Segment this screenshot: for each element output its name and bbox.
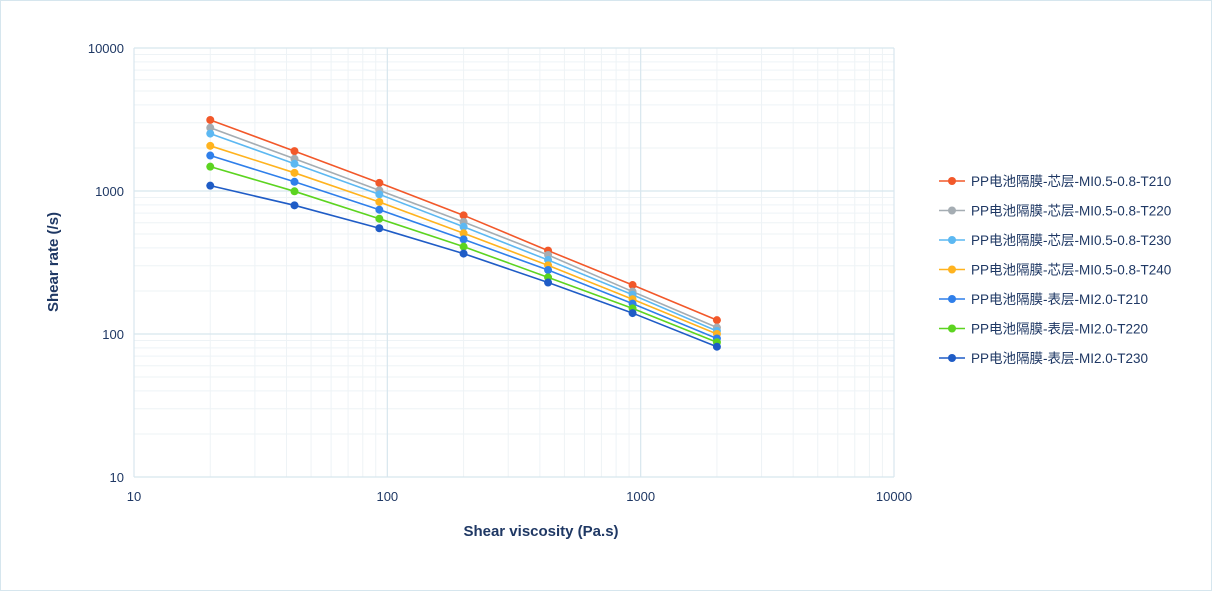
data-point: [290, 201, 299, 210]
data-point: [206, 151, 215, 160]
legend-marker: [948, 295, 956, 303]
data-point: [206, 181, 215, 190]
legend-item: PP电池隔膜-表层-MI2.0-T210: [939, 292, 1148, 307]
data-point: [290, 187, 299, 196]
y-tick-label: 10000: [88, 41, 124, 56]
data-point: [628, 309, 637, 318]
legend-marker: [948, 265, 956, 274]
legend-item: PP电池隔膜-芯层-MI0.5-0.8-T220: [939, 204, 1171, 219]
y-tick-label: 1000: [95, 184, 124, 199]
data-point: [544, 266, 553, 275]
data-point: [375, 205, 384, 214]
series-7: [206, 181, 721, 351]
y-tick-label: 10: [110, 470, 124, 485]
data-point: [459, 249, 468, 258]
x-tick-labels: 10 100 1000 10000: [127, 489, 912, 504]
x-tick-label: 10000: [876, 489, 912, 504]
legend-marker: [948, 354, 956, 362]
data-point: [206, 162, 215, 171]
legend-label: PP电池隔膜-芯层-MI0.5-0.8-T230: [971, 233, 1171, 248]
data-point: [712, 342, 721, 351]
legend-item: PP电池隔膜-芯层-MI0.5-0.8-T230: [939, 233, 1171, 248]
data-point: [206, 129, 215, 138]
data-point: [459, 235, 468, 244]
x-tick-label: 100: [376, 489, 398, 504]
grid: [133, 47, 895, 478]
series-lines: [206, 115, 721, 351]
data-point: [290, 168, 299, 177]
legend-label: PP电池隔膜-芯层-MI0.5-0.8-T240: [971, 263, 1171, 278]
x-tick-label: 10: [127, 489, 141, 504]
data-point: [459, 222, 468, 231]
data-point: [459, 211, 468, 220]
y-tick-label: 100: [102, 327, 124, 342]
y-tick-labels: 10 100 1000 10000: [88, 41, 124, 485]
legend-marker: [948, 324, 956, 333]
legend-item: PP电池隔膜-芯层-MI0.5-0.8-T240: [939, 263, 1171, 278]
data-point: [459, 242, 468, 251]
legend-label: PP电池隔膜-芯层-MI0.5-0.8-T210: [971, 174, 1171, 189]
data-point: [290, 177, 299, 186]
y-axis-title: Shear rate (/s): [45, 212, 62, 312]
legend-label: PP电池隔膜-表层-MI2.0-T220: [971, 322, 1148, 337]
data-point: [206, 123, 215, 132]
data-point: [628, 281, 637, 290]
data-point: [206, 141, 215, 150]
data-point: [206, 115, 215, 124]
legend-item: PP电池隔膜-表层-MI2.0-T230: [939, 351, 1148, 366]
legend-item: PP电池隔膜-芯层-MI0.5-0.8-T210: [939, 174, 1171, 189]
data-point: [375, 197, 384, 206]
series-1: [206, 115, 721, 325]
data-point: [375, 190, 384, 199]
data-point: [544, 278, 553, 287]
data-point: [712, 316, 721, 325]
legend-marker: [948, 206, 956, 215]
x-tick-label: 1000: [626, 489, 655, 504]
data-point: [375, 178, 384, 187]
legend-item: PP电池隔膜-表层-MI2.0-T220: [939, 322, 1148, 337]
data-point: [459, 229, 468, 238]
legend-marker: [948, 177, 956, 185]
legend: PP电池隔膜-芯层-MI0.5-0.8-T210 PP电池隔膜-芯层-MI0.5-…: [939, 174, 1171, 366]
data-point: [375, 214, 384, 223]
data-point: [375, 224, 384, 233]
legend-label: PP电池隔膜-表层-MI2.0-T230: [971, 351, 1148, 366]
legend-label: PP电池隔膜-表层-MI2.0-T210: [971, 292, 1148, 307]
data-point: [290, 147, 299, 156]
data-point: [290, 159, 299, 168]
legend-label: PP电池隔膜-芯层-MI0.5-0.8-T220: [971, 204, 1171, 219]
x-axis-title: Shear viscosity (Pa.s): [463, 523, 618, 540]
legend-marker: [948, 236, 956, 244]
